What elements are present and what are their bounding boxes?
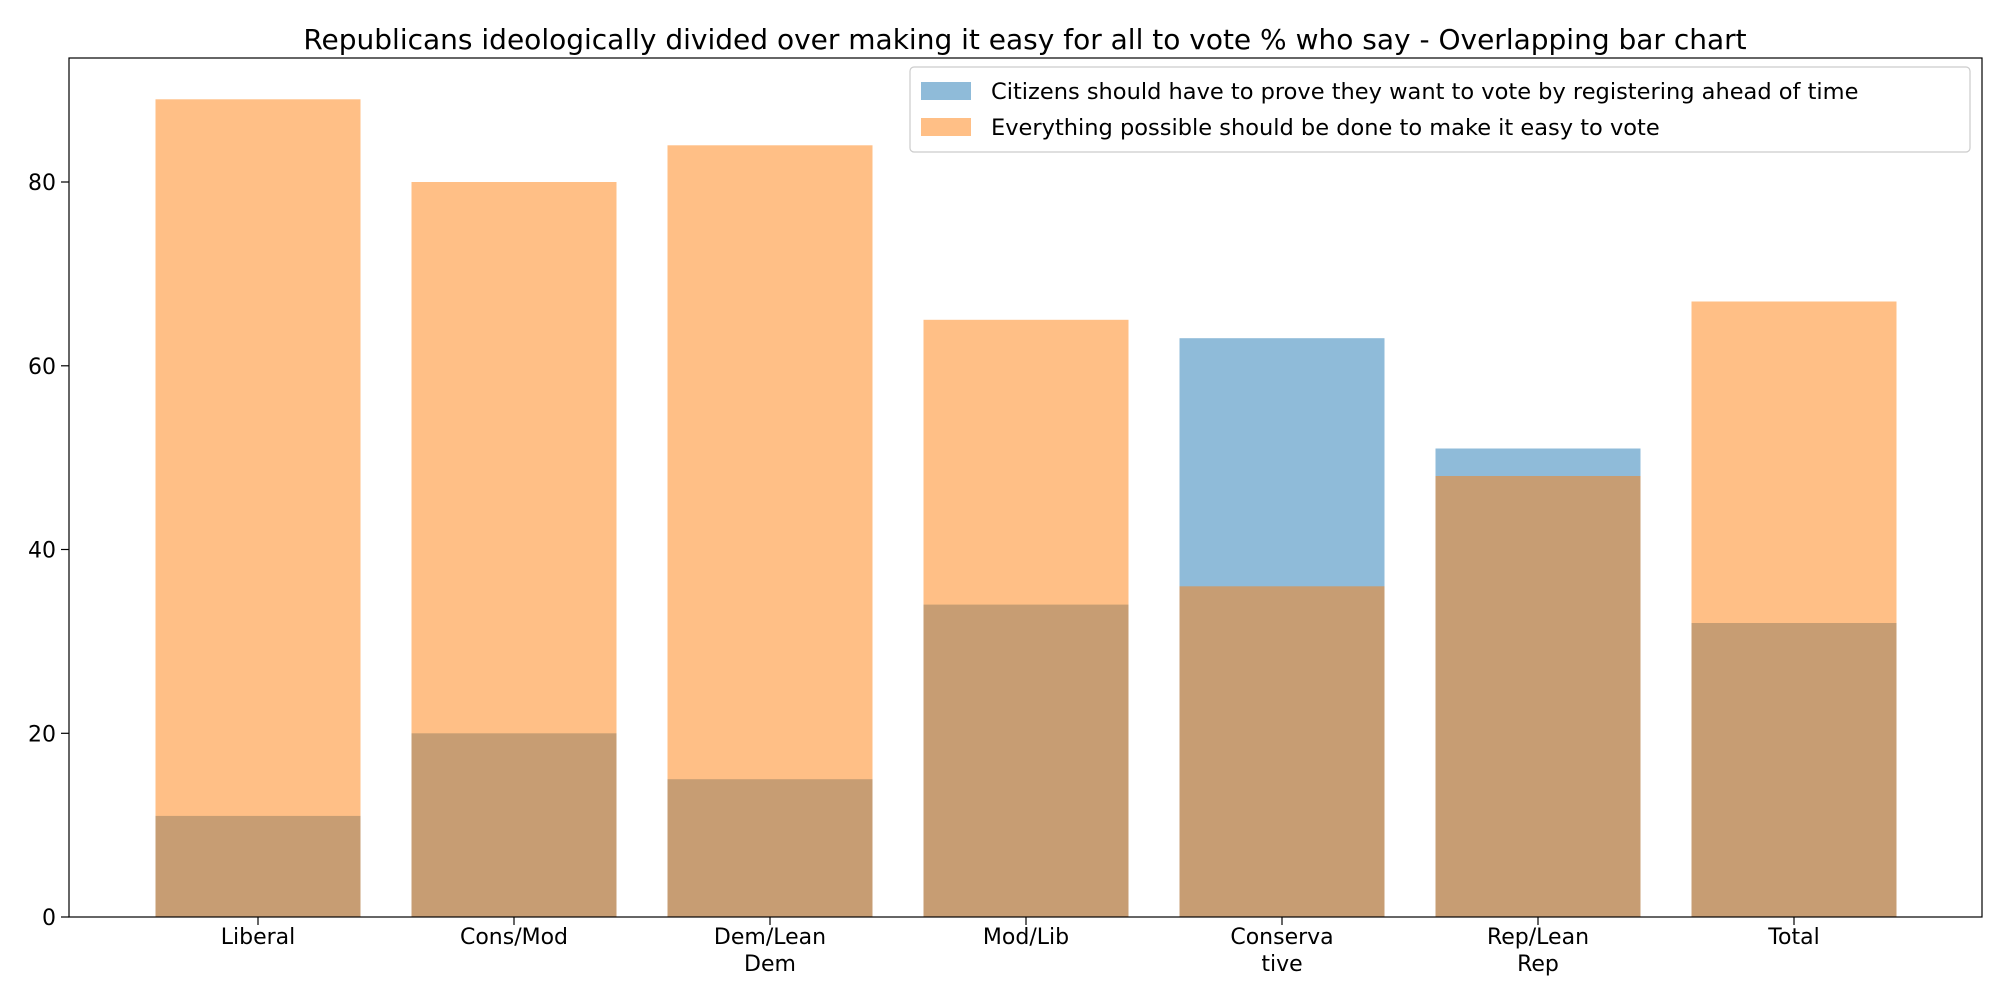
x-tick-label-liberal: Liberal	[221, 925, 296, 950]
x-tick-label-line: Rep/Lean	[1487, 925, 1589, 950]
x-tick-label-conserva-tive: Conserva tive	[1230, 925, 1333, 977]
bar-easy-vote-dem-lean-dem	[667, 145, 873, 918]
legend-label-registering: Citizens should have to prove they want …	[991, 79, 1858, 105]
x-tick-label-mod-lib: Mod/Lib	[983, 925, 1069, 950]
x-tick-label-line: Conserva	[1230, 925, 1333, 950]
bars-group	[155, 99, 1897, 918]
bar-easy-vote-rep-lean-rep	[1435, 476, 1641, 917]
x-tick-label-line: Dem/Lean	[714, 925, 826, 950]
bar-easy-vote-total	[1691, 301, 1897, 917]
legend-swatch-registering	[921, 82, 971, 100]
y-axis: 0 20 40 60 80	[28, 171, 69, 931]
x-tick-label-line: Mod/Lib	[983, 925, 1069, 950]
x-tick-label-line: Liberal	[221, 925, 296, 950]
x-tick-label-line: Cons/Mod	[460, 925, 568, 950]
bar-easy-vote-liberal	[155, 99, 361, 918]
x-tick-label-cons-mod: Cons/Mod	[460, 925, 568, 950]
x-tick-label-line: tive	[1261, 952, 1302, 977]
bar-easy-vote-conserva-tive	[1179, 586, 1385, 917]
chart-title: Republicans ideologically divided over m…	[303, 23, 1746, 56]
bar-easy-vote-cons-mod	[411, 182, 617, 917]
plot-frame	[68, 57, 1983, 918]
x-tick-label-total: Total	[1767, 925, 1819, 950]
y-tick-label-0: 0	[42, 906, 56, 931]
x-tick-label-line: Dem	[744, 952, 796, 977]
legend-label-easy-vote: Everything possible should be done to ma…	[991, 115, 1660, 141]
legend: Citizens should have to prove they want …	[909, 66, 1971, 153]
x-tick-label-line: Total	[1767, 925, 1819, 950]
y-tick-label-20: 20	[28, 722, 56, 747]
x-tick-label-dem-lean-dem: Dem/Lean Dem	[714, 925, 826, 977]
bar-easy-vote-mod-lib	[923, 319, 1129, 917]
legend-box	[909, 66, 1971, 153]
y-tick-label-60: 60	[28, 355, 56, 380]
x-tick-label-line: Rep	[1517, 952, 1559, 977]
x-tick-label-rep-lean-rep: Rep/Lean Rep	[1487, 925, 1589, 977]
legend-swatch-easy-vote	[921, 118, 971, 136]
x-axis: Liberal Cons/Mod Dem/Lean Dem Mod/Lib Conserv…	[221, 917, 1820, 977]
y-tick-label-80: 80	[28, 171, 56, 196]
y-tick-label-40: 40	[28, 539, 56, 564]
